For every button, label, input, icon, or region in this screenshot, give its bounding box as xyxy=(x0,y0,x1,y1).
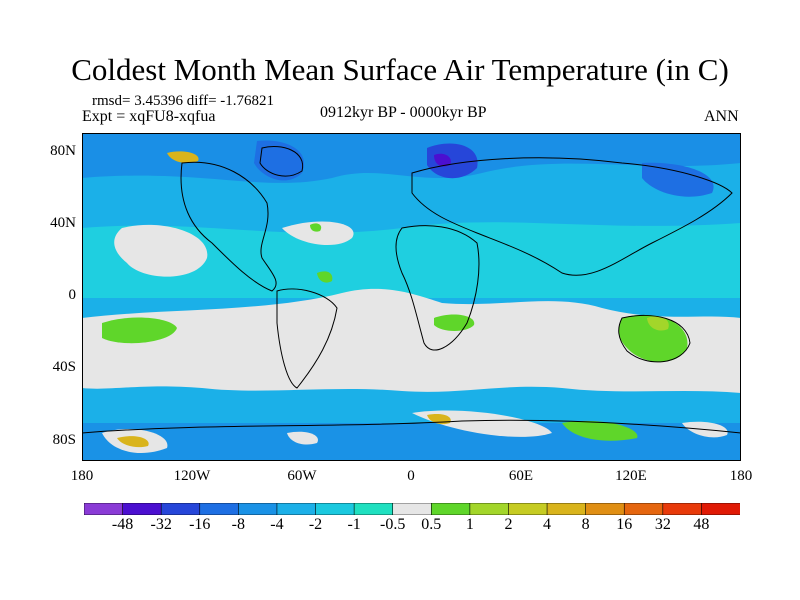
y-tick-label: 80S xyxy=(52,432,76,448)
y-tick-label: 40S xyxy=(52,359,76,375)
colorbar-swatch xyxy=(392,503,433,515)
colorbar-swatch xyxy=(160,503,201,515)
colorbar-label: 8 xyxy=(581,516,590,533)
eurasia-coast xyxy=(411,157,733,276)
colorbar-swatch xyxy=(122,503,162,515)
x-tick-label: 60E xyxy=(508,468,534,484)
colorbar-label: -4 xyxy=(270,516,284,533)
antarctic-band xyxy=(82,423,741,461)
chart-title: Coldest Month Mean Surface Air Temperatu… xyxy=(71,52,729,87)
y-tick-label: 40N xyxy=(50,215,76,231)
arctic-region xyxy=(82,133,741,183)
antarctic-near-zero xyxy=(287,431,318,445)
colorbar-label: -32 xyxy=(150,516,172,533)
y-tick-label: 80N xyxy=(50,143,76,159)
colorbar-swatch xyxy=(353,503,394,515)
colorbar-swatch xyxy=(84,503,124,515)
colorbar-swatch xyxy=(662,503,703,515)
colorbar-swatch xyxy=(276,503,317,515)
colorbar-label: 48 xyxy=(693,516,710,533)
season-label: ANN xyxy=(704,108,739,125)
scandinavia-anomaly xyxy=(427,143,478,179)
colorbar-label: 1 xyxy=(465,516,474,533)
y-tick-label: 0 xyxy=(68,287,77,303)
arctic-warm-spot xyxy=(167,151,199,163)
colorbar xyxy=(84,503,740,515)
colorbar-label: -1 xyxy=(347,516,361,533)
x-tick-label: 0 xyxy=(407,468,415,484)
colorbar-label: 4 xyxy=(543,516,552,533)
colorbar-label: -2 xyxy=(308,516,323,533)
colorbar-label: 0.5 xyxy=(421,516,442,533)
colorbar-swatch xyxy=(238,503,278,515)
australia-warm-core xyxy=(647,316,669,331)
colorbar-label: -48 xyxy=(111,516,134,533)
colorbar-swatch xyxy=(315,503,355,515)
greenland-coast xyxy=(259,146,304,177)
coastlines xyxy=(82,146,741,434)
warm-anomaly-patch xyxy=(102,317,177,344)
colorbar-swatch xyxy=(585,503,626,515)
colorbar-swatch xyxy=(701,503,740,515)
colorbar-label: 2 xyxy=(504,516,513,533)
warm-anomaly-patch xyxy=(434,314,475,331)
australia-warm-anomaly xyxy=(618,314,688,362)
x-tick-label: 60W xyxy=(287,468,317,484)
colorbar-label: -0.5 xyxy=(380,516,406,533)
colorbar-swatch xyxy=(469,503,510,515)
midlat-band-region xyxy=(82,222,741,298)
antarctica-coast xyxy=(82,419,741,434)
africa-coast xyxy=(395,225,480,351)
x-tick-label: 120E xyxy=(615,468,647,484)
colorbar-swatch xyxy=(623,503,664,515)
siberia-anomaly xyxy=(642,162,714,197)
warm-anomaly-patch xyxy=(317,271,333,283)
colorbar-label: 32 xyxy=(654,516,671,533)
near-zero-region-pacific xyxy=(114,224,208,277)
x-tick-label: 180 xyxy=(729,468,753,484)
colorbar-swatch xyxy=(546,503,587,515)
warm-anomaly-patch xyxy=(310,223,322,232)
colorbar-label: 16 xyxy=(616,516,633,533)
map-frame xyxy=(82,133,741,461)
x-tick-label: 120W xyxy=(173,468,211,484)
australia-coast xyxy=(618,315,691,363)
colorbar-swatch xyxy=(508,503,548,515)
temperature-anomaly-map xyxy=(82,133,741,461)
near-zero-region-atlantic xyxy=(282,221,354,246)
antarctic-warm-patch xyxy=(562,420,638,441)
near-zero-region-south xyxy=(82,288,741,393)
colorbar-swatch xyxy=(199,503,240,515)
colorbar-label: -8 xyxy=(231,516,245,533)
period-label: 0912kyr BP - 0000kyr BP xyxy=(320,104,487,121)
rmsd-diff-stats: rmsd= 3.45396 diff= -1.76821 xyxy=(92,93,275,109)
colorbar-swatch xyxy=(430,503,471,515)
experiment-label: Expt = xqFU8-xqfua xyxy=(82,108,216,125)
antarctic-warm-core xyxy=(117,436,149,448)
south-america-coast xyxy=(276,288,338,389)
x-tick-label: 180 xyxy=(70,468,94,484)
scandinavia-core-anomaly xyxy=(434,153,451,167)
north-america-coast xyxy=(180,161,277,292)
colorbar-label: -16 xyxy=(189,516,211,533)
